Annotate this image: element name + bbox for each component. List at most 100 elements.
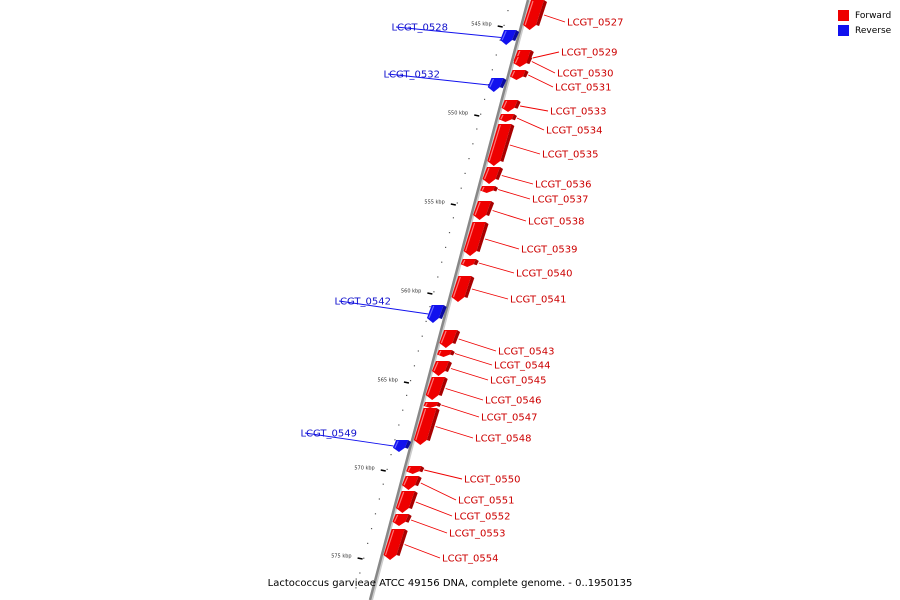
- minor-tick: [367, 542, 369, 544]
- gene-shadow: [414, 476, 422, 487]
- gene-label[interactable]: LCGT_0546: [485, 396, 542, 407]
- gene-highlight: [415, 408, 427, 441]
- gene-LCGT_0547[interactable]: LCGT_0547: [423, 402, 538, 424]
- gene-LCGT_0535[interactable]: LCGT_0535: [487, 124, 599, 166]
- gene-LCGT_0528[interactable]: LCGT_0528: [391, 23, 520, 46]
- gene-leader-line: [528, 74, 554, 88]
- gene-shadow: [419, 466, 425, 473]
- legend-label-reverse: Reverse: [855, 25, 892, 36]
- gene-leader-line: [424, 469, 463, 480]
- minor-tick: [425, 320, 427, 322]
- gene-LCGT_0530[interactable]: LCGT_0530: [513, 56, 614, 80]
- gene-LCGT_0538[interactable]: LCGT_0538: [473, 201, 585, 228]
- gene-label[interactable]: LCGT_0547: [481, 413, 538, 424]
- gene-label[interactable]: LCGT_0540: [516, 269, 573, 280]
- gene-LCGT_0527[interactable]: LCGT_0527: [523, 0, 624, 30]
- minor-tick: [390, 454, 392, 456]
- gene-arrow: [473, 201, 492, 220]
- gene-label[interactable]: LCGT_0534: [546, 126, 603, 137]
- gene-LCGT_0541[interactable]: LCGT_0541: [451, 276, 567, 306]
- gene-LCGT_0536[interactable]: LCGT_0536: [482, 167, 592, 191]
- gene-label[interactable]: LCGT_0549: [300, 429, 357, 440]
- reverse-swatch-icon: [838, 25, 849, 36]
- gene-label[interactable]: LCGT_0535: [542, 150, 599, 161]
- minor-tick: [406, 394, 408, 396]
- gene-label[interactable]: LCGT_0553: [449, 529, 506, 540]
- gene-LCGT_0544[interactable]: LCGT_0544: [436, 350, 551, 372]
- minor-tick: [413, 365, 416, 367]
- gene-LCGT_0537[interactable]: LCGT_0537: [480, 186, 589, 206]
- gene-label[interactable]: LCGT_0552: [454, 512, 511, 523]
- gene-highlight: [465, 222, 476, 252]
- gene-highlight: [500, 114, 504, 120]
- gene-LCGT_0539[interactable]: LCGT_0539: [463, 222, 578, 256]
- gene-label[interactable]: LCGT_0532: [383, 70, 440, 81]
- gene-label[interactable]: LCGT_0538: [528, 217, 585, 228]
- gene-label[interactable]: LCGT_0530: [557, 69, 614, 80]
- gene-label[interactable]: LCGT_0543: [498, 347, 555, 358]
- gene-label[interactable]: LCGT_0554: [442, 554, 499, 565]
- gene-highlight: [425, 402, 428, 407]
- gene-LCGT_0550[interactable]: LCGT_0550: [406, 466, 521, 486]
- gene-label[interactable]: LCGT_0541: [510, 295, 567, 306]
- gene-arrow: [439, 330, 458, 348]
- gene-arrow: [413, 408, 437, 445]
- minor-tick: [374, 513, 377, 515]
- gene-LCGT_0549[interactable]: LCGT_0549: [300, 429, 412, 453]
- gene-highlight: [397, 491, 405, 509]
- minor-tick: [386, 468, 388, 470]
- tick-label: 570 kbp: [354, 466, 374, 472]
- gene-label[interactable]: LCGT_0551: [458, 496, 515, 507]
- gene-arrow: [463, 222, 486, 256]
- gene-highlight: [488, 124, 501, 162]
- gene-LCGT_0552[interactable]: LCGT_0552: [395, 491, 511, 523]
- gene-label[interactable]: LCGT_0531: [555, 83, 612, 94]
- gene-LCGT_0543[interactable]: LCGT_0543: [439, 330, 555, 358]
- gene-arrow: [395, 491, 415, 513]
- gene-LCGT_0531[interactable]: LCGT_0531: [509, 70, 612, 94]
- gene-label[interactable]: LCGT_0527: [567, 18, 624, 29]
- gene-LCGT_0546[interactable]: LCGT_0546: [425, 377, 542, 407]
- minor-tick: [472, 143, 474, 145]
- gene-LCGT_0532[interactable]: LCGT_0532: [383, 70, 507, 93]
- major-tick: [474, 114, 480, 117]
- gene-LCGT_0548[interactable]: LCGT_0548: [413, 408, 532, 445]
- gene-LCGT_0545[interactable]: LCGT_0545: [431, 361, 547, 387]
- gene-label[interactable]: LCGT_0539: [521, 245, 578, 256]
- gene-LCGT_0553[interactable]: LCGT_0553: [392, 514, 506, 540]
- gene-LCGT_0542[interactable]: LCGT_0542: [334, 297, 447, 324]
- minor-tick: [503, 24, 505, 26]
- gene-LCGT_0534[interactable]: LCGT_0534: [498, 114, 603, 137]
- gene-leader-line: [445, 388, 484, 401]
- minor-tick: [468, 158, 470, 160]
- gene-label[interactable]: LCGT_0548: [475, 434, 532, 445]
- gene-LCGT_0533[interactable]: LCGT_0533: [501, 100, 607, 118]
- gene-label[interactable]: LCGT_0537: [532, 195, 589, 206]
- gene-label[interactable]: LCGT_0528: [391, 23, 448, 34]
- gene-label[interactable]: LCGT_0529: [561, 48, 618, 59]
- minor-tick: [460, 187, 462, 189]
- tick-label: 545 kbp: [471, 22, 491, 28]
- gene-label[interactable]: LCGT_0545: [490, 376, 547, 387]
- gene-shadow: [499, 78, 507, 89]
- gene-leader-line: [492, 210, 527, 222]
- major-tick: [380, 469, 386, 472]
- gene-label[interactable]: LCGT_0533: [550, 107, 607, 118]
- gene-leader-line: [471, 288, 509, 300]
- gene-label[interactable]: LCGT_0542: [334, 297, 391, 308]
- gene-shadow: [438, 305, 447, 319]
- gene-label[interactable]: LCGT_0536: [535, 180, 592, 191]
- gene-arrow: [451, 276, 472, 302]
- major-tick: [497, 25, 503, 28]
- gene-arrow: [482, 167, 501, 184]
- gene-LCGT_0551[interactable]: LCGT_0551: [401, 476, 515, 507]
- minor-tick: [417, 350, 419, 352]
- tick-label: 575 kbp: [331, 554, 351, 560]
- gene-label[interactable]: LCGT_0544: [494, 361, 551, 372]
- gene-label[interactable]: LCGT_0550: [464, 475, 521, 486]
- gene-leader-line: [395, 26, 502, 38]
- gene-shadow: [536, 0, 547, 26]
- gene-LCGT_0554[interactable]: LCGT_0554: [383, 529, 499, 565]
- gene-shadow: [436, 402, 442, 407]
- gene-LCGT_0540[interactable]: LCGT_0540: [460, 259, 573, 280]
